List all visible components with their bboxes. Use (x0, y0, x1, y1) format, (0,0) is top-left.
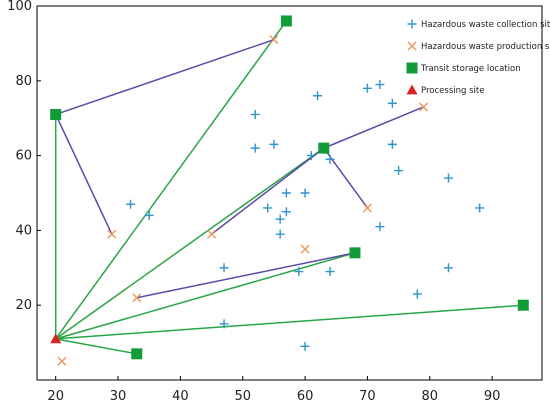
collection-site-marker (300, 341, 310, 351)
y-tick-label: 100 (7, 0, 32, 14)
collection-site-marker (144, 210, 154, 220)
collection-site-marker (294, 267, 304, 277)
transit-storage-marker (50, 108, 62, 120)
legend-marker (406, 84, 418, 95)
route-line (55, 38, 275, 116)
collection-site-marker (281, 188, 291, 198)
production-site-marker (107, 229, 117, 239)
collection-site-marker (387, 98, 397, 108)
route-line (323, 106, 424, 149)
x-tick-label: 80 (422, 389, 439, 404)
x-tick-label: 50 (234, 389, 251, 404)
plot-frame (36, 5, 543, 381)
legend-marker (406, 62, 418, 74)
legend: Hazardous waste collection site Hazardous… (406, 19, 550, 96)
y-tick-label: 80 (15, 74, 32, 89)
production-site-marker (419, 102, 429, 112)
production-site-marker (207, 229, 217, 239)
transit-storage-marker (280, 15, 292, 27)
x-tick-label: 60 (297, 389, 314, 404)
collection-site-marker (375, 222, 385, 232)
collection-site-marker (387, 139, 397, 149)
y-tick-label: 60 (15, 149, 32, 164)
collection-site-marker (263, 203, 273, 213)
collection-site-marker (412, 289, 422, 299)
production-site-marker (132, 293, 142, 303)
route-line (55, 114, 113, 235)
route-line (55, 304, 524, 340)
legend-marker (407, 19, 417, 29)
transit-storage-marker (318, 142, 330, 154)
collection-site-marker (275, 214, 285, 224)
route-line (55, 147, 325, 340)
production-site-marker (362, 203, 372, 213)
collection-site-marker (394, 166, 404, 176)
x-tick-label: 70 (359, 389, 376, 404)
transit-storage-marker (131, 348, 143, 360)
collection-site-marker (300, 188, 310, 198)
transit-storage-marker (349, 247, 361, 259)
legend-marker (407, 41, 417, 51)
collection-site-marker (475, 203, 485, 213)
collection-site-marker (443, 173, 453, 183)
markers-layer (50, 15, 529, 366)
transit-storage-marker (517, 299, 529, 311)
collection-site-marker (306, 151, 316, 161)
collection-site-marker (219, 263, 229, 273)
collection-site-marker (313, 91, 323, 101)
collection-site-marker (281, 207, 291, 217)
route-line (323, 147, 369, 209)
collection-site-marker (250, 109, 260, 119)
route-line (55, 338, 137, 355)
routes-layer (54, 20, 524, 355)
x-tick-label: 40 (172, 389, 189, 404)
collection-site-marker (375, 80, 385, 90)
route-line (55, 20, 287, 340)
legend-label: Hazardous waste collection site (421, 20, 550, 30)
collection-site-marker (443, 263, 453, 273)
legend-label: Hazardous waste production site (421, 42, 550, 52)
route-line (136, 252, 356, 299)
route-line (211, 147, 325, 235)
legend-label: Processing site (421, 86, 484, 96)
legend-label: Transit storage location (420, 64, 521, 74)
collection-site-marker (269, 139, 279, 149)
processing-site-marker (50, 333, 62, 344)
x-tick-label: 90 (484, 389, 501, 404)
production-site-marker (57, 356, 67, 366)
x-tick-label: 30 (110, 389, 127, 404)
collection-site-marker (219, 319, 229, 329)
collection-site-marker (325, 267, 335, 277)
production-site-marker (300, 244, 310, 254)
collection-site-marker (126, 199, 136, 209)
route-line (55, 252, 356, 340)
collection-site-marker (362, 83, 372, 93)
collection-site-marker (275, 229, 285, 239)
collection-site-marker (325, 154, 335, 164)
production-site-marker (269, 35, 279, 45)
x-tick-label: 20 (47, 389, 64, 404)
y-tick-label: 40 (15, 223, 32, 238)
y-tick-label: 20 (15, 298, 32, 313)
ticks-layer: 20 30 40 50 60 70 80 90 20 40 60 80 100 (7, 0, 500, 404)
collection-site-marker (250, 143, 260, 153)
